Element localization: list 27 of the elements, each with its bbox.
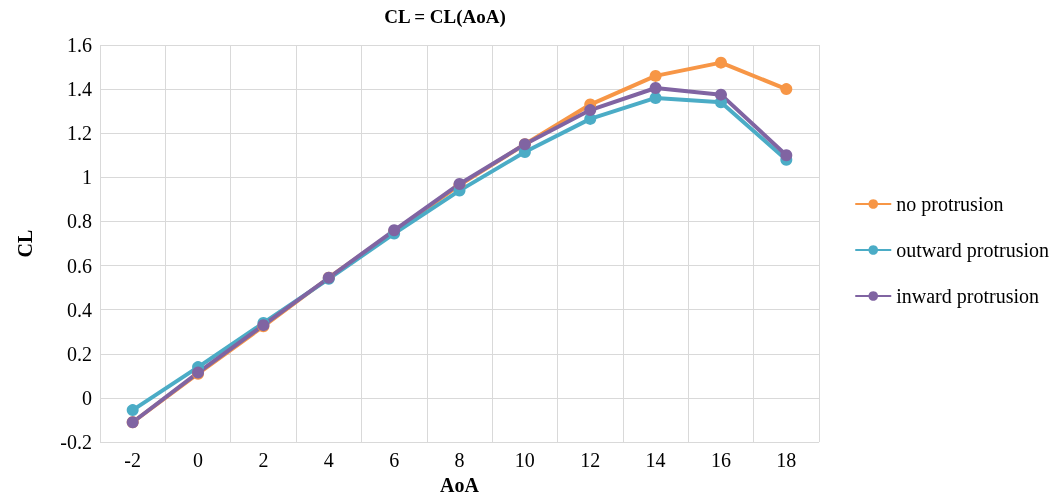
y-tick-label: -0.2 bbox=[60, 431, 92, 454]
x-tick-label: 6 bbox=[389, 449, 400, 472]
y-tick-label: 1.2 bbox=[67, 122, 92, 145]
x-tick-label: 16 bbox=[710, 449, 731, 472]
legend-label: outward protrusion bbox=[896, 239, 1050, 262]
y-tick-label: 0.2 bbox=[67, 342, 92, 365]
y-tick-label: 1 bbox=[82, 166, 92, 189]
y-axis-title: CL bbox=[14, 229, 36, 258]
x-tick-label: 0 bbox=[193, 449, 204, 472]
x-tick-label: 18 bbox=[776, 449, 797, 472]
y-tick-label: 0.6 bbox=[67, 254, 92, 277]
x-tick-label: -2 bbox=[124, 449, 142, 472]
y-tick-label: 1.6 bbox=[67, 34, 92, 56]
x-tick-label: 10 bbox=[514, 449, 535, 472]
chart-title: CL = CL(AoA) bbox=[384, 6, 506, 28]
y-tick-label: 0.4 bbox=[67, 298, 92, 321]
x-tick-label: 2 bbox=[258, 449, 269, 472]
legend-label: inward protrusion bbox=[896, 285, 1040, 308]
x-axis-title: AoA bbox=[440, 474, 480, 496]
x-tick-label: 12 bbox=[580, 449, 601, 472]
y-tick-label: 0 bbox=[82, 386, 92, 409]
y-tick-label: 0.8 bbox=[67, 210, 92, 233]
x-tick-label: 4 bbox=[323, 449, 334, 472]
x-tick-label: 14 bbox=[645, 449, 666, 472]
y-tick-label: 1.4 bbox=[67, 78, 92, 101]
legend-label: no protrusion bbox=[896, 193, 1004, 216]
x-tick-label: 8 bbox=[454, 449, 465, 472]
